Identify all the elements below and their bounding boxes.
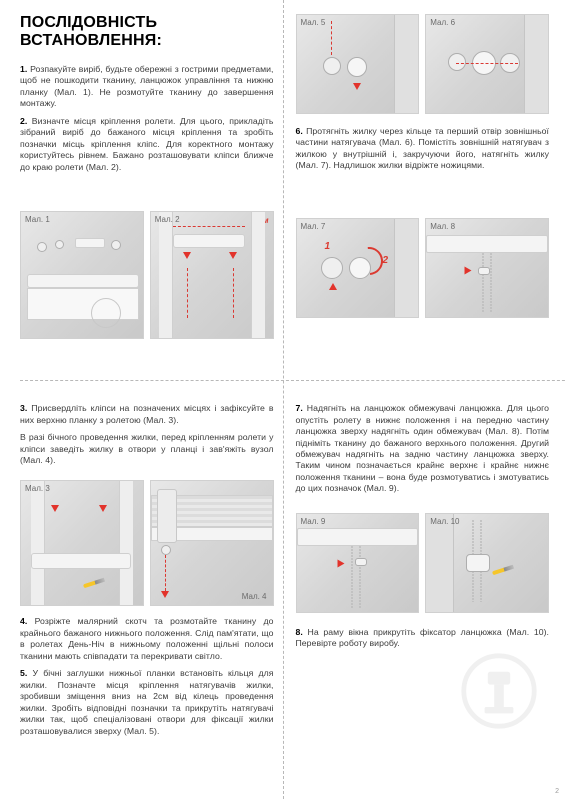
fig-1-illustration bbox=[21, 212, 143, 338]
horizontal-divider bbox=[20, 380, 565, 381]
fig-label: Мал. 2 bbox=[155, 215, 180, 224]
fig-7-num-1: 1 bbox=[325, 241, 331, 252]
step-7-text: 7. Надягніть на ланцюжок обмежувачі ланц… bbox=[296, 403, 550, 495]
step-3-text: 3. Присвердліть кліпси на позначених міс… bbox=[20, 403, 274, 426]
fig-5: Мал. 5 bbox=[296, 14, 420, 114]
quadrant-bottom-left: 3. Присвердліть кліпси на позначених міс… bbox=[20, 383, 274, 787]
step-1-text: 1. Розпакуйте виріб, будьте обережні з г… bbox=[20, 64, 274, 110]
fig-label: Мал. 1 bbox=[25, 215, 50, 224]
step-4-text: 4. Розріжте малярний скотч та розмотайте… bbox=[20, 616, 274, 662]
figs-row-3-4: Мал. 3 Мал. 4 bbox=[20, 480, 274, 606]
watermark-icon bbox=[459, 651, 539, 731]
quadrant-top-right: Мал. 5 Мал. 6 6 bbox=[296, 14, 550, 383]
fig-label: Мал. 5 bbox=[301, 18, 326, 27]
fig-3: Мал. 3 bbox=[20, 480, 144, 606]
page-title: ПОСЛІДОВНІСТЬ ВСТАНОВЛЕННЯ: bbox=[20, 14, 274, 50]
fig-label: Мал. 4 bbox=[242, 592, 267, 601]
step-6-text: 6. Протягніть жилку через кільце та перш… bbox=[296, 126, 550, 172]
fig-label: Мал. 6 bbox=[430, 18, 455, 27]
figs-row-1-2: Мал. 1 Мал. 2 5см bbox=[20, 211, 274, 339]
fig-4: Мал. 4 bbox=[150, 480, 274, 606]
fig-label: Мал. 10 bbox=[430, 517, 459, 526]
fig-label: Мал. 3 bbox=[25, 484, 50, 493]
figs-row-9-10: Мал. 9 Мал. 10 bbox=[296, 513, 550, 613]
fig-label: Мал. 9 bbox=[301, 517, 326, 526]
figs-row-5-6: Мал. 5 Мал. 6 bbox=[296, 14, 550, 114]
fig-9-illustration bbox=[297, 514, 419, 612]
fig-3-illustration bbox=[21, 481, 143, 605]
fig-5-illustration bbox=[297, 15, 419, 113]
quadrant-top-left: ПОСЛІДОВНІСТЬ ВСТАНОВЛЕННЯ: 1. Розпакуйт… bbox=[20, 14, 274, 383]
fig-label: Мал. 8 bbox=[430, 222, 455, 231]
fig-2-illustration bbox=[151, 212, 273, 338]
page-root: ПОСЛІДОВНІСТЬ ВСТАНОВЛЕННЯ: 1. Розпакуйт… bbox=[0, 0, 565, 799]
step-2-text: 2. Визначте місця кріплення ролети. Для … bbox=[20, 116, 274, 173]
fig-10-illustration bbox=[426, 514, 548, 612]
fig-4-illustration bbox=[151, 481, 273, 605]
vertical-divider bbox=[283, 0, 284, 799]
step-8-text: 8. На раму вікна прикрутіть фіксатор лан… bbox=[296, 627, 550, 650]
step-5-text: 5. У бічні заглушки нижньої планки встан… bbox=[20, 668, 274, 737]
fig-7: Мал. 7 1 2 bbox=[296, 218, 420, 318]
step-3b-text: В разі бічного проведення жилки, перед к… bbox=[20, 432, 274, 466]
fig-6: Мал. 6 bbox=[425, 14, 549, 114]
fig-2: Мал. 2 5см bbox=[150, 211, 274, 339]
quadrant-bottom-right: 7. Надягніть на ланцюжок обмежувачі ланц… bbox=[296, 383, 550, 787]
fig-8: Мал. 8 bbox=[425, 218, 549, 318]
fig-8-illustration bbox=[426, 219, 548, 317]
fig-7-num-2: 2 bbox=[383, 255, 389, 266]
fig-7-illustration: 1 2 bbox=[297, 219, 419, 317]
fig-1: Мал. 1 bbox=[20, 211, 144, 339]
figs-row-7-8: Мал. 7 1 2 Мал. 8 bbox=[296, 218, 550, 318]
fig-label: Мал. 7 bbox=[301, 222, 326, 231]
fig-10: Мал. 10 bbox=[425, 513, 549, 613]
page-number: 2 bbox=[555, 788, 559, 795]
fig-6-illustration bbox=[426, 15, 548, 113]
fig-9: Мал. 9 bbox=[296, 513, 420, 613]
